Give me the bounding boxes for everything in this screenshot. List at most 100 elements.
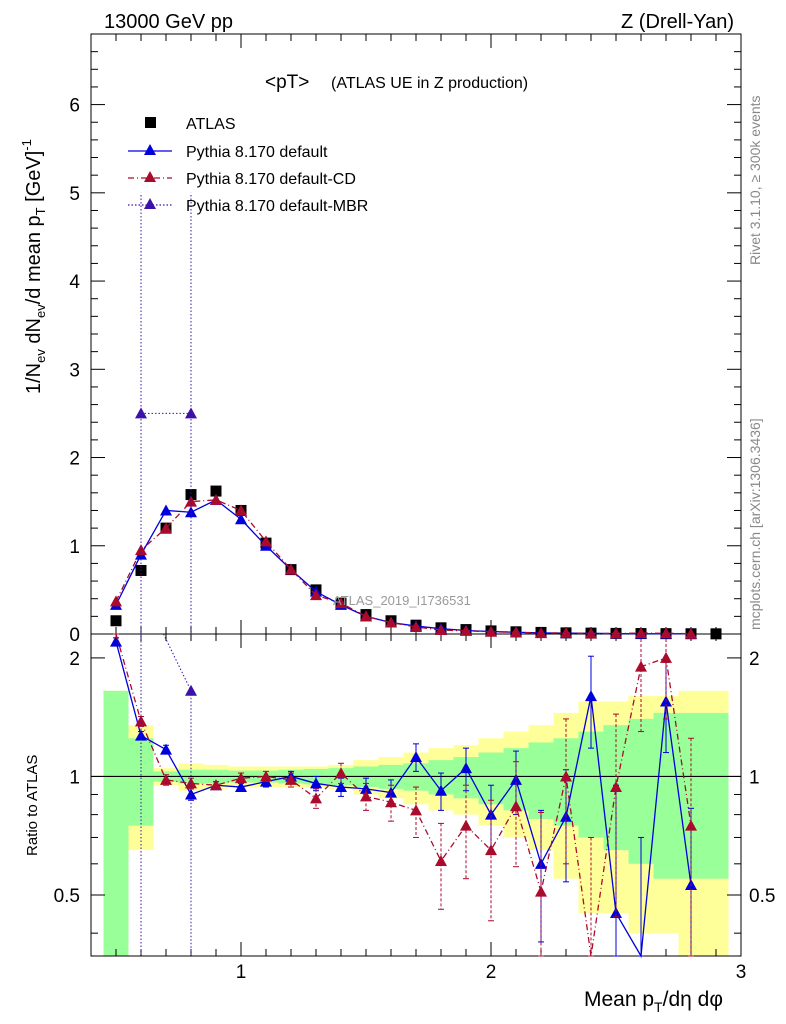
y-tick-label-main: 0 bbox=[69, 625, 80, 646]
legend-label-mbr: Pythia 8.170 default-MBR bbox=[186, 198, 368, 215]
cd-ratio-marker bbox=[560, 770, 572, 782]
mbr-marker bbox=[135, 407, 147, 419]
y-tick-label-main: 2 bbox=[69, 449, 80, 470]
legend: ATLAS Pythia 8.170 default Pythia 8.170 … bbox=[128, 116, 368, 215]
process-label: Z (Drell-Yan) bbox=[621, 11, 734, 33]
cd-ratio-marker bbox=[210, 779, 222, 791]
band-green bbox=[528, 742, 554, 819]
default-ratio-marker bbox=[110, 635, 122, 647]
legend-label-atlas: ATLAS bbox=[186, 116, 236, 133]
cd-marker bbox=[110, 595, 122, 607]
main-series bbox=[110, 192, 722, 640]
y-tick-label-ratio-right: 0.5 bbox=[749, 886, 775, 907]
mbr-ratio-marker bbox=[185, 684, 197, 696]
cd-ratio-marker bbox=[685, 819, 697, 831]
cd-ratio-marker bbox=[160, 773, 172, 785]
cd-ratio-marker bbox=[410, 804, 422, 816]
default-ratio-marker bbox=[185, 788, 197, 800]
legend-marker-default bbox=[144, 144, 156, 155]
energy-label: 13000 GeV pp bbox=[104, 11, 233, 33]
cd-marker bbox=[410, 620, 422, 632]
cd-marker bbox=[510, 626, 522, 638]
cd-marker bbox=[335, 597, 347, 609]
cd-ratio-marker bbox=[310, 792, 322, 804]
default-ratio-marker bbox=[610, 907, 622, 919]
mbr-ratio-line bbox=[163, 633, 192, 692]
cd-ratio-marker bbox=[610, 781, 622, 793]
y-tick-label-main: 5 bbox=[69, 184, 80, 205]
x-axis-label: Mean pT/dη dφ bbox=[584, 988, 723, 1015]
atlas-point bbox=[710, 628, 722, 640]
plot-subtitle: (ATLAS UE in Z production) bbox=[331, 75, 528, 92]
legend-marker-atlas bbox=[145, 117, 156, 128]
y-tick-label-ratio: 2 bbox=[69, 649, 80, 670]
cd-ratio-marker bbox=[535, 885, 547, 897]
mbr-marker bbox=[185, 407, 197, 419]
band-green bbox=[103, 690, 129, 956]
cd-marker bbox=[160, 522, 172, 534]
svg-text:1/Nev dNev/d mean pT [GeV]-1: 1/Nev dNev/d mean pT [GeV]-1 bbox=[19, 139, 48, 394]
y-tick-label-main: 1 bbox=[69, 537, 80, 558]
cd-line bbox=[115, 499, 692, 635]
default-line bbox=[115, 499, 692, 635]
atlas-point bbox=[185, 489, 197, 501]
default-ratio-marker bbox=[485, 808, 497, 820]
cd-ratio-marker bbox=[660, 651, 672, 663]
cd-marker bbox=[210, 493, 222, 505]
band-green bbox=[703, 712, 729, 879]
cd-marker bbox=[610, 627, 622, 639]
cd-marker bbox=[485, 625, 497, 637]
cd-marker bbox=[635, 627, 647, 639]
ratio-series bbox=[110, 633, 697, 959]
default-ratio-marker bbox=[160, 743, 172, 755]
cd-marker bbox=[260, 535, 272, 547]
default-ratio-marker bbox=[135, 729, 147, 741]
default-ratio-marker bbox=[335, 781, 347, 793]
legend-label-default: Pythia 8.170 default bbox=[186, 144, 328, 161]
default-ratio-marker bbox=[585, 690, 597, 702]
y-tick-label-ratio-right: 2 bbox=[749, 649, 760, 670]
cd-ratio-marker bbox=[260, 770, 272, 782]
x-tick-label: 2 bbox=[486, 962, 497, 983]
cd-marker bbox=[360, 610, 372, 622]
cd-marker bbox=[535, 627, 547, 639]
default-ratio-marker bbox=[410, 751, 422, 763]
default-marker bbox=[160, 504, 172, 516]
cd-marker bbox=[685, 627, 697, 639]
y-tick-label-main: 4 bbox=[69, 272, 80, 293]
cd-marker bbox=[460, 624, 472, 636]
atlas-point bbox=[210, 485, 222, 497]
band-green bbox=[578, 731, 604, 838]
analysis-watermark: ATLAS_2019_I1736531 bbox=[333, 593, 471, 608]
default-marker bbox=[235, 513, 247, 525]
cd-ratio-marker bbox=[235, 772, 247, 784]
legend-marker-cd bbox=[144, 171, 156, 182]
cd-marker bbox=[285, 563, 297, 575]
cd-ratio-marker bbox=[285, 773, 297, 785]
default-marker bbox=[185, 506, 197, 518]
cd-ratio-line bbox=[115, 633, 692, 957]
cd-ratio-marker bbox=[135, 715, 147, 727]
cd-ratio-marker bbox=[385, 796, 397, 808]
cd-marker bbox=[585, 627, 597, 639]
y-tick-label-main: 3 bbox=[69, 360, 80, 381]
x-tick-label: 1 bbox=[236, 962, 247, 983]
cd-marker bbox=[560, 626, 572, 638]
default-ratio-line bbox=[115, 641, 692, 959]
cd-marker bbox=[310, 589, 322, 601]
legend-label-cd: Pythia 8.170 default-CD bbox=[186, 171, 356, 188]
default-ratio-marker bbox=[310, 777, 322, 789]
cd-ratio-marker bbox=[635, 660, 647, 672]
plot-title: <pT> bbox=[265, 72, 309, 93]
cd-ratio-marker bbox=[335, 767, 347, 779]
y-tick-label-ratio-right: 1 bbox=[749, 767, 760, 788]
y-tick-label-ratio: 0.5 bbox=[54, 886, 80, 907]
default-ratio-marker bbox=[435, 784, 447, 796]
default-ratio-marker bbox=[235, 781, 247, 793]
y-tick-label-ratio: 1 bbox=[69, 767, 80, 788]
y-tick-label-main: 6 bbox=[69, 96, 80, 117]
y-axis-label-ratio: Ratio to ATLAS bbox=[24, 755, 41, 856]
mcplots-label: mcplots.cern.ch [arXiv:1306.3436] bbox=[747, 418, 763, 630]
cd-ratio-marker bbox=[485, 844, 497, 856]
